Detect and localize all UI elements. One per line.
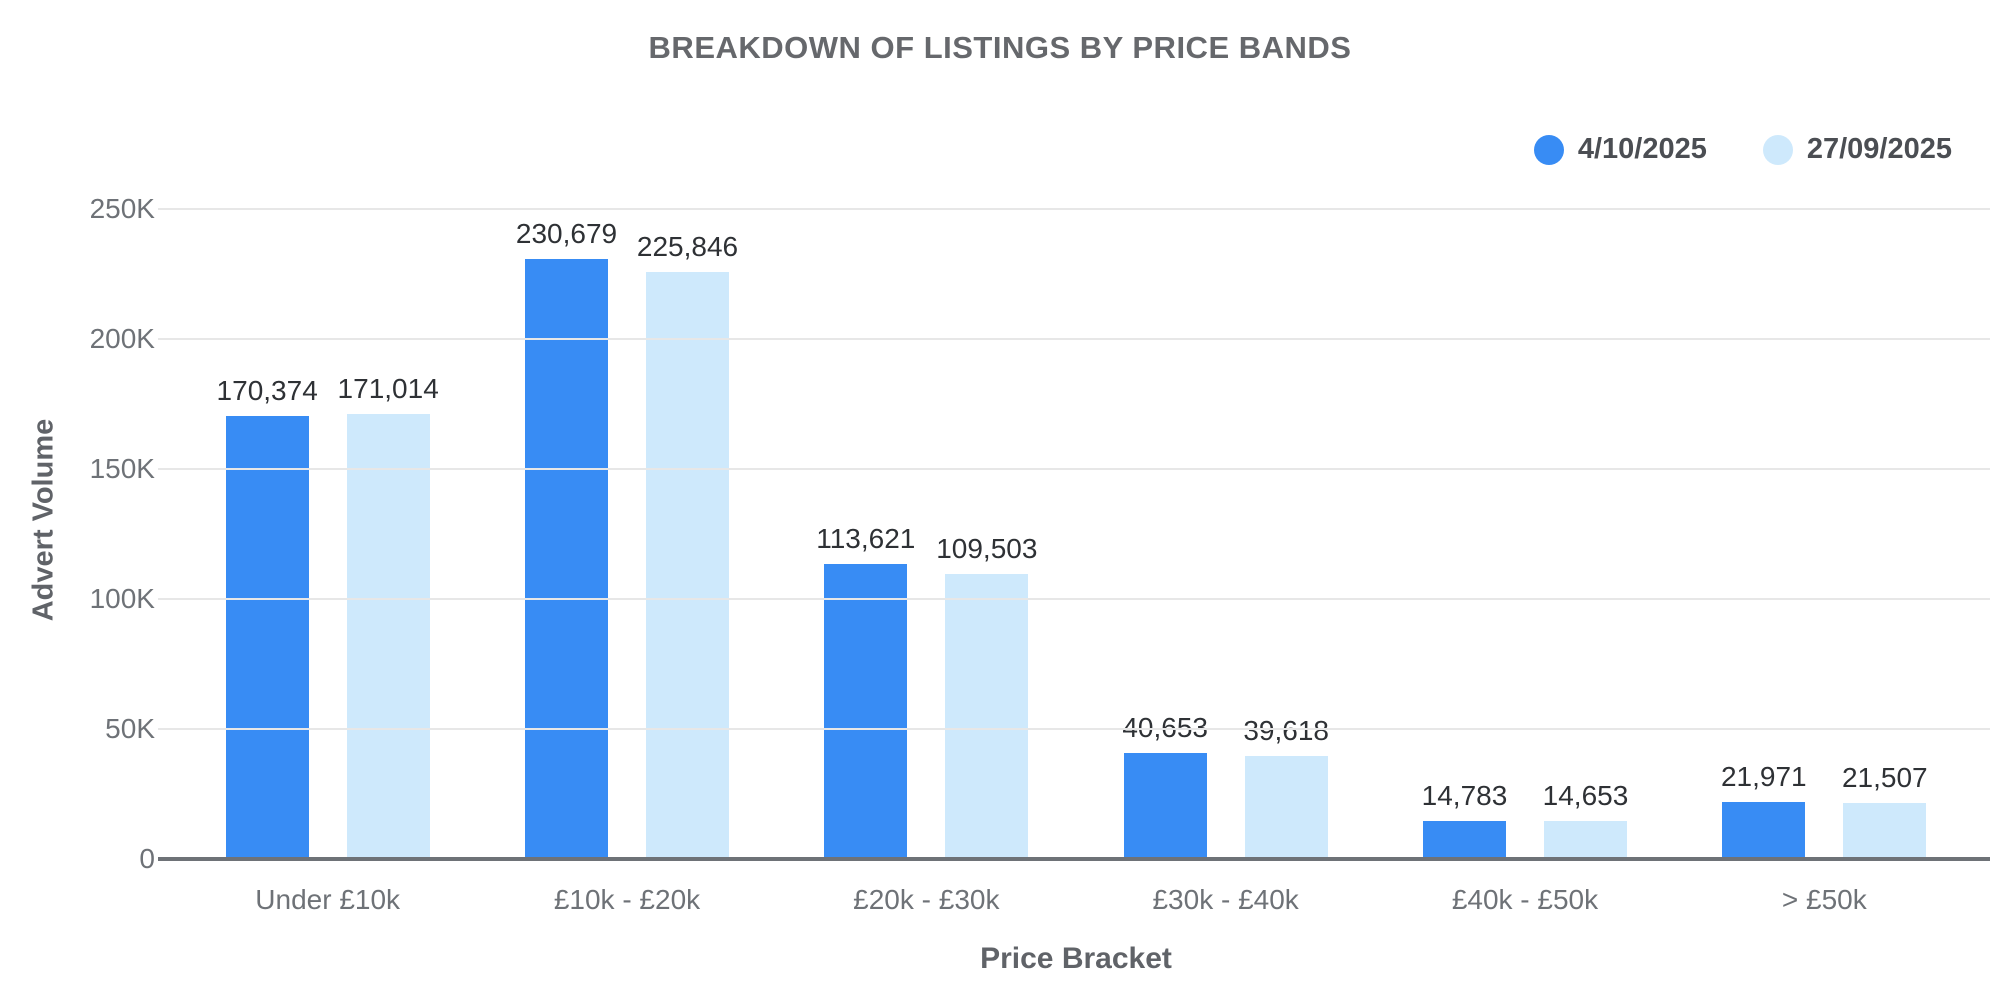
bar-wrap: 109,503	[936, 533, 1037, 859]
bar-groups: 170,374 171,014 230,679 225,846 113,621 109,5…	[178, 209, 1974, 859]
legend: 4/10/2025 27/09/2025	[1533, 133, 1952, 166]
bar-value-label: 21,971	[1720, 760, 1807, 792]
legend-swatch-icon	[1762, 134, 1793, 165]
bar-value-label: 14,783	[1421, 779, 1508, 811]
bar-27/09/2025[interactable]	[1543, 820, 1627, 859]
bar-group: 230,679 225,846	[477, 209, 776, 859]
bar-4/10/2025[interactable]	[824, 563, 908, 859]
x-tick-label: Under £10k	[255, 884, 401, 915]
bar-wrap: 14,783	[1422, 780, 1507, 859]
gridline	[158, 208, 1990, 210]
bar-wrap: 171,014	[338, 373, 439, 859]
y-tick-label: 0	[139, 843, 155, 874]
y-tick-label: 150K	[89, 453, 155, 484]
x-tick-label: £20k - £30k	[853, 884, 1000, 915]
bar-value-label: 40,653	[1122, 712, 1208, 744]
bar-wrap: 113,621	[816, 523, 915, 859]
bar-wrap: 21,507	[1842, 762, 1928, 859]
bar-value-label: 225,846	[636, 230, 739, 262]
bar-wrap: 14,653	[1543, 780, 1628, 859]
bar-27/09/2025[interactable]	[1843, 803, 1927, 859]
bar-value-label: 170,374	[216, 375, 318, 407]
bar-group: 170,374 171,014	[178, 209, 477, 859]
bar-value-label: 14,653	[1542, 779, 1629, 811]
gridline	[158, 338, 1990, 340]
bar-4/10/2025[interactable]	[1422, 820, 1506, 859]
gridline	[158, 728, 1990, 730]
bar-27/09/2025[interactable]	[945, 574, 1029, 859]
x-tick-label: > £50k	[1781, 884, 1867, 915]
legend-swatch-icon	[1533, 134, 1564, 165]
x-tick-label: £30k - £40k	[1152, 884, 1299, 915]
gridline	[158, 598, 1990, 600]
bar-value-label: 39,618	[1243, 715, 1329, 746]
bar-27/09/2025[interactable]	[346, 414, 430, 859]
x-tick-label: £40k - £50k	[1451, 884, 1599, 915]
bar-27/09/2025[interactable]	[1244, 756, 1328, 859]
bar-group: 14,783 14,653	[1375, 209, 1674, 859]
x-tick-row: Under £10k £10k - £20k £20k - £30k £30k - £…	[178, 884, 1974, 916]
bar-4/10/2025[interactable]	[225, 416, 309, 859]
x-axis-title: Price Bracket	[980, 942, 1172, 975]
bar-value-label: 21,507	[1841, 762, 1928, 794]
chart-title: BREAKDOWN OF LISTINGS BY PRICE BANDS	[648, 30, 1352, 65]
legend-item-previous-week[interactable]: 27/09/2025	[1762, 133, 1952, 166]
bar-wrap: 225,846	[637, 231, 738, 859]
bar-group: 21,971 21,507	[1675, 209, 1974, 859]
bar-4/10/2025[interactable]	[524, 259, 608, 859]
legend-item-current-week[interactable]: 4/10/2025	[1533, 133, 1707, 166]
bar-group: 40,653 39,618	[1076, 209, 1375, 859]
bar-group: 113,621 109,503	[777, 209, 1076, 859]
y-tick-label: 200K	[89, 323, 155, 354]
legend-label: 27/09/2025	[1806, 133, 1952, 165]
legend-label: 4/10/2025	[1577, 133, 1707, 165]
bar-value-label: 230,679	[515, 218, 618, 250]
bar-4/10/2025[interactable]	[1722, 801, 1806, 859]
x-tick-label: £10k - £20k	[553, 884, 701, 915]
bar-wrap: 21,971	[1721, 761, 1807, 859]
bar-27/09/2025[interactable]	[645, 271, 729, 859]
bar-wrap: 39,618	[1243, 715, 1329, 859]
y-tick-label: 100K	[89, 583, 155, 614]
y-tick-label: 250K	[89, 193, 155, 224]
gridline	[158, 468, 1990, 470]
bar-value-label: 113,621	[816, 522, 916, 554]
bar-value-label: 109,503	[936, 533, 1038, 565]
bar-wrap: 230,679	[516, 218, 617, 859]
bar-4/10/2025[interactable]	[1123, 753, 1207, 859]
bar-value-label: 171,014	[337, 373, 439, 405]
bar-wrap: 40,653	[1122, 712, 1208, 859]
plot-area: 170,374 171,014 230,679 225,846 113,621 109,5…	[158, 208, 1990, 861]
x-axis-line	[158, 857, 1990, 861]
y-tick-label: 50K	[105, 713, 155, 744]
bar-wrap: 170,374	[217, 375, 318, 859]
